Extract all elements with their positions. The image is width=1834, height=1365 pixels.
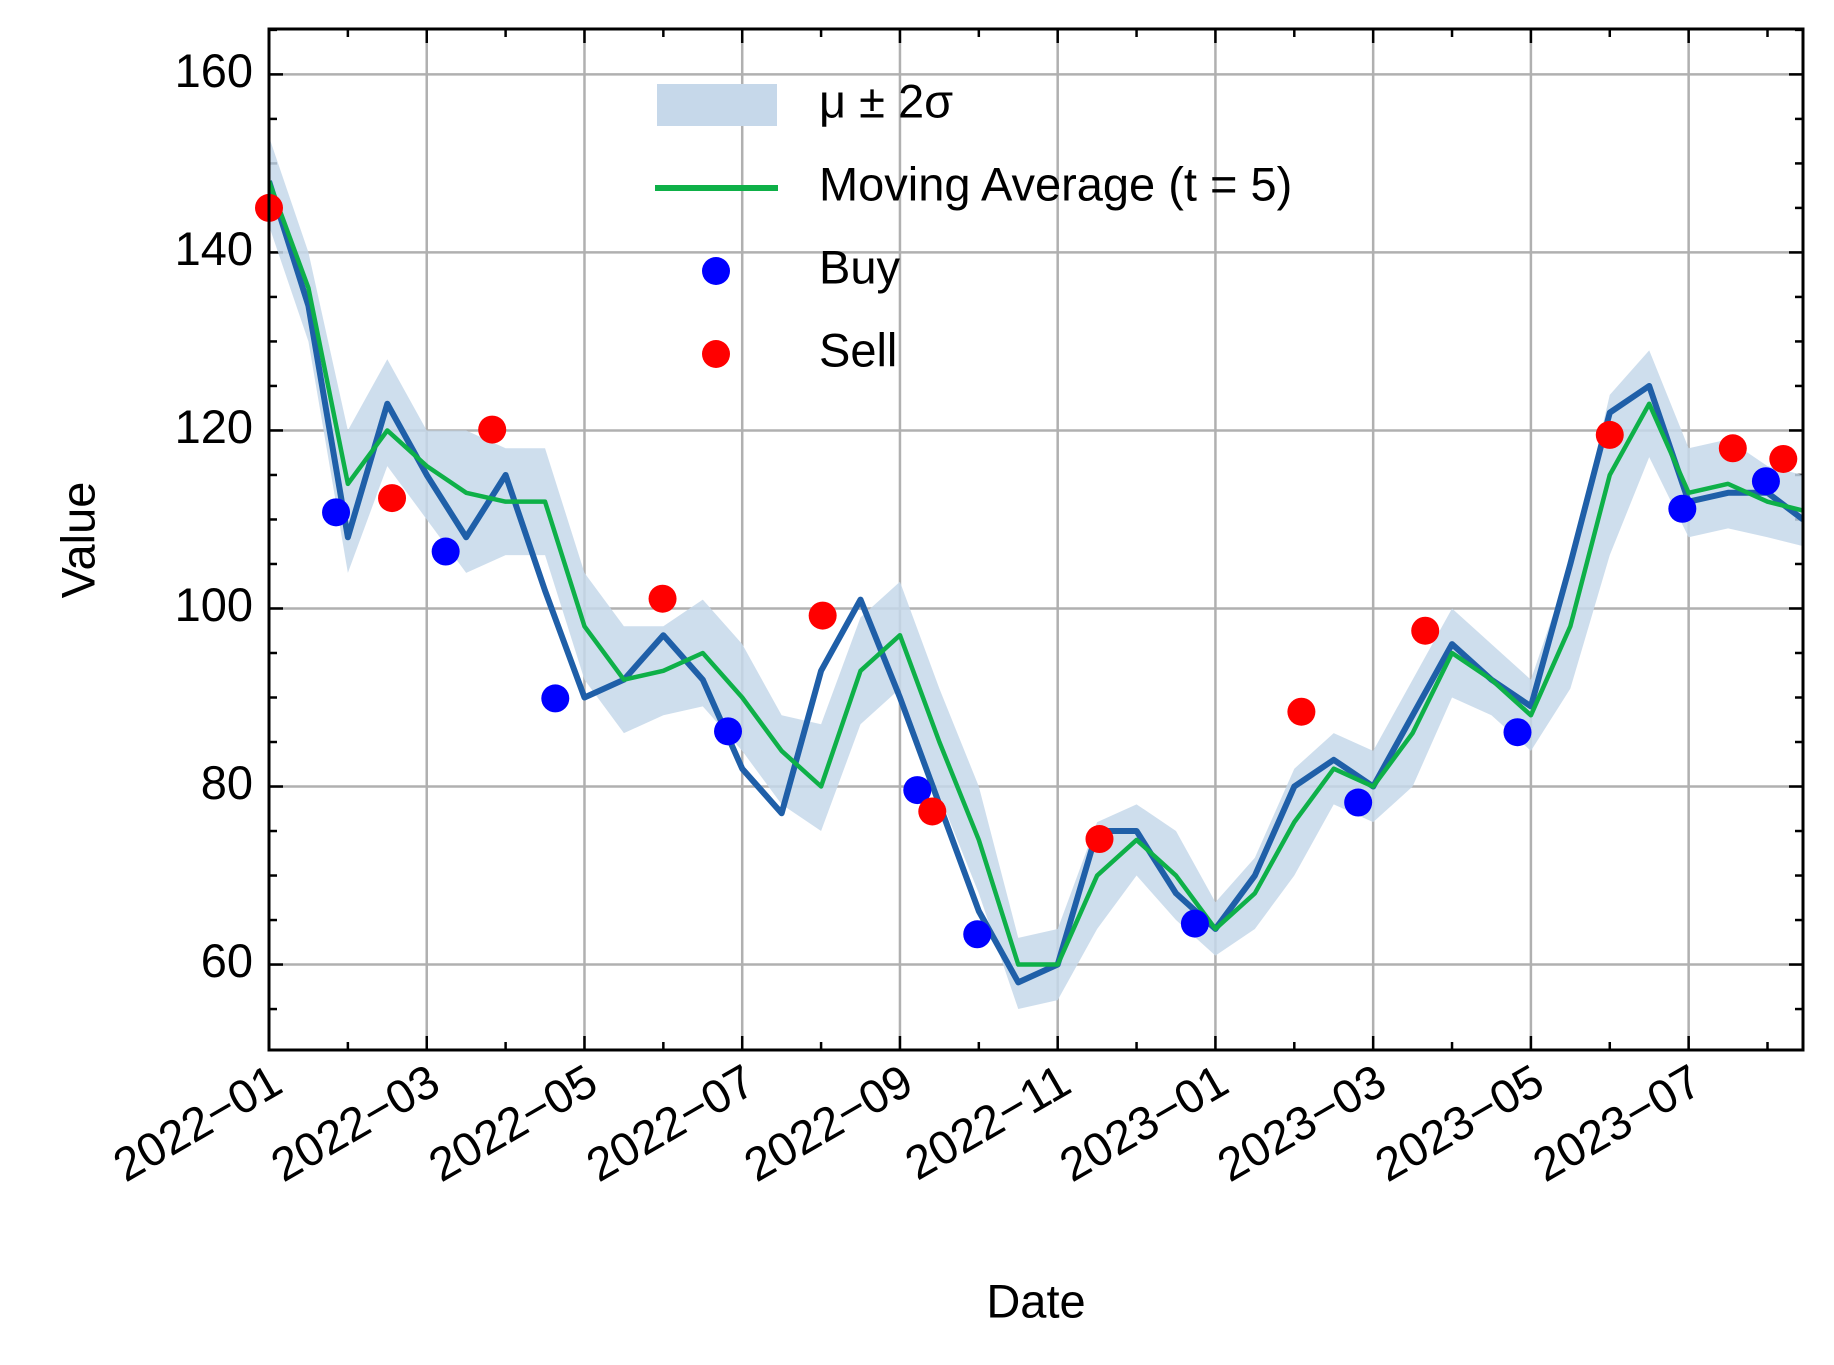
marker <box>1595 420 1624 449</box>
marker <box>1751 467 1780 496</box>
marker <box>714 717 743 746</box>
marker <box>808 601 837 630</box>
marker <box>1503 718 1532 747</box>
marker <box>963 920 992 949</box>
y-axis-label: Value <box>51 482 104 599</box>
marker <box>903 776 932 805</box>
marker <box>478 415 507 444</box>
plot-frame <box>267 27 1805 1052</box>
x-tick-label: 2022−05 <box>420 1054 606 1192</box>
marker <box>1769 444 1798 473</box>
x-tick-label: 2022−09 <box>735 1054 921 1192</box>
x-tick-label: 2023−03 <box>1208 1054 1394 1192</box>
marker <box>1287 697 1316 726</box>
legend-label: Moving Average (t = 5) <box>819 157 1292 210</box>
marker <box>1411 616 1440 645</box>
marker <box>322 498 351 527</box>
marker <box>1668 494 1697 523</box>
y-tick-label: 100 <box>175 578 253 631</box>
x-tick-label: 2022−07 <box>577 1054 763 1192</box>
line <box>269 180 1803 967</box>
legend-label: Buy <box>819 240 900 293</box>
y-tick-label: 80 <box>201 756 253 809</box>
legend-swatch <box>702 340 730 368</box>
marker <box>1718 434 1747 463</box>
marker <box>648 584 677 613</box>
legend-swatch <box>657 84 777 126</box>
plot-area <box>269 136 1803 1010</box>
y-tick-label: 120 <box>175 400 253 453</box>
x-tick-label: 2023−05 <box>1366 1054 1552 1192</box>
x-tick-label: 2022−01 <box>104 1054 290 1192</box>
legend-swatch <box>702 257 730 285</box>
x-tick-label: 2022−11 <box>896 1054 1079 1190</box>
marker <box>918 797 947 826</box>
x-axis-label: Date <box>986 1274 1085 1327</box>
marker <box>541 684 570 713</box>
marker <box>1085 825 1114 854</box>
legend-label: Sell <box>819 323 897 376</box>
y-tick-label: 140 <box>175 222 253 275</box>
marker <box>378 484 407 513</box>
x-tick-label: 2022−03 <box>262 1054 448 1192</box>
line <box>269 180 1803 986</box>
marker <box>1344 788 1373 817</box>
x-tick-label: 2023−01 <box>1051 1054 1237 1192</box>
x-tick-label: 2023−07 <box>1524 1054 1710 1192</box>
y-tick-label: 160 <box>175 44 253 97</box>
y-tick-label: 60 <box>201 934 253 987</box>
legend-label: μ ± 2σ <box>819 74 953 127</box>
band <box>269 136 1803 1010</box>
marker <box>431 537 460 566</box>
marker <box>1180 909 1209 938</box>
